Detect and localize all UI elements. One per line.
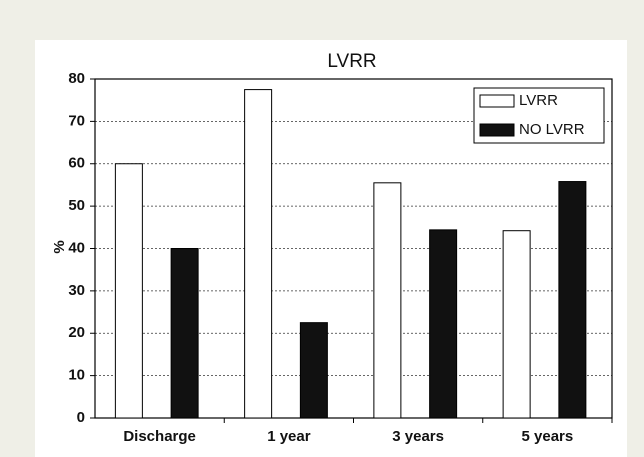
y-tick-label: 50: [68, 197, 85, 214]
bar: [170, 248, 199, 419]
bar: [429, 229, 458, 419]
legend-label: LVRR: [519, 92, 558, 109]
y-tick-label: 40: [68, 239, 85, 256]
y-tick-label: 20: [68, 324, 85, 341]
y-axis-label: %: [51, 240, 68, 253]
bar: [114, 163, 143, 419]
x-tick-label: 5 years: [522, 428, 574, 445]
bar: [244, 89, 273, 419]
legend-swatch: [479, 123, 515, 137]
y-tick-label: 0: [77, 409, 85, 426]
x-tick-label: Discharge: [123, 428, 196, 445]
bar: [373, 182, 402, 419]
y-tick-label: 70: [68, 112, 85, 129]
y-tick-label: 30: [68, 282, 85, 299]
y-tick-label: 80: [68, 70, 85, 87]
y-tick-label: 60: [68, 155, 85, 172]
bar: [299, 322, 328, 419]
bar: [558, 181, 587, 419]
bar: [502, 230, 531, 419]
x-tick-label: 3 years: [392, 428, 444, 445]
chart-title: LVRR: [327, 51, 376, 72]
y-tick-label: 10: [68, 367, 85, 384]
x-tick-label: 1 year: [267, 428, 311, 445]
legend-swatch: [479, 94, 515, 108]
legend-label: NO LVRR: [519, 121, 585, 138]
